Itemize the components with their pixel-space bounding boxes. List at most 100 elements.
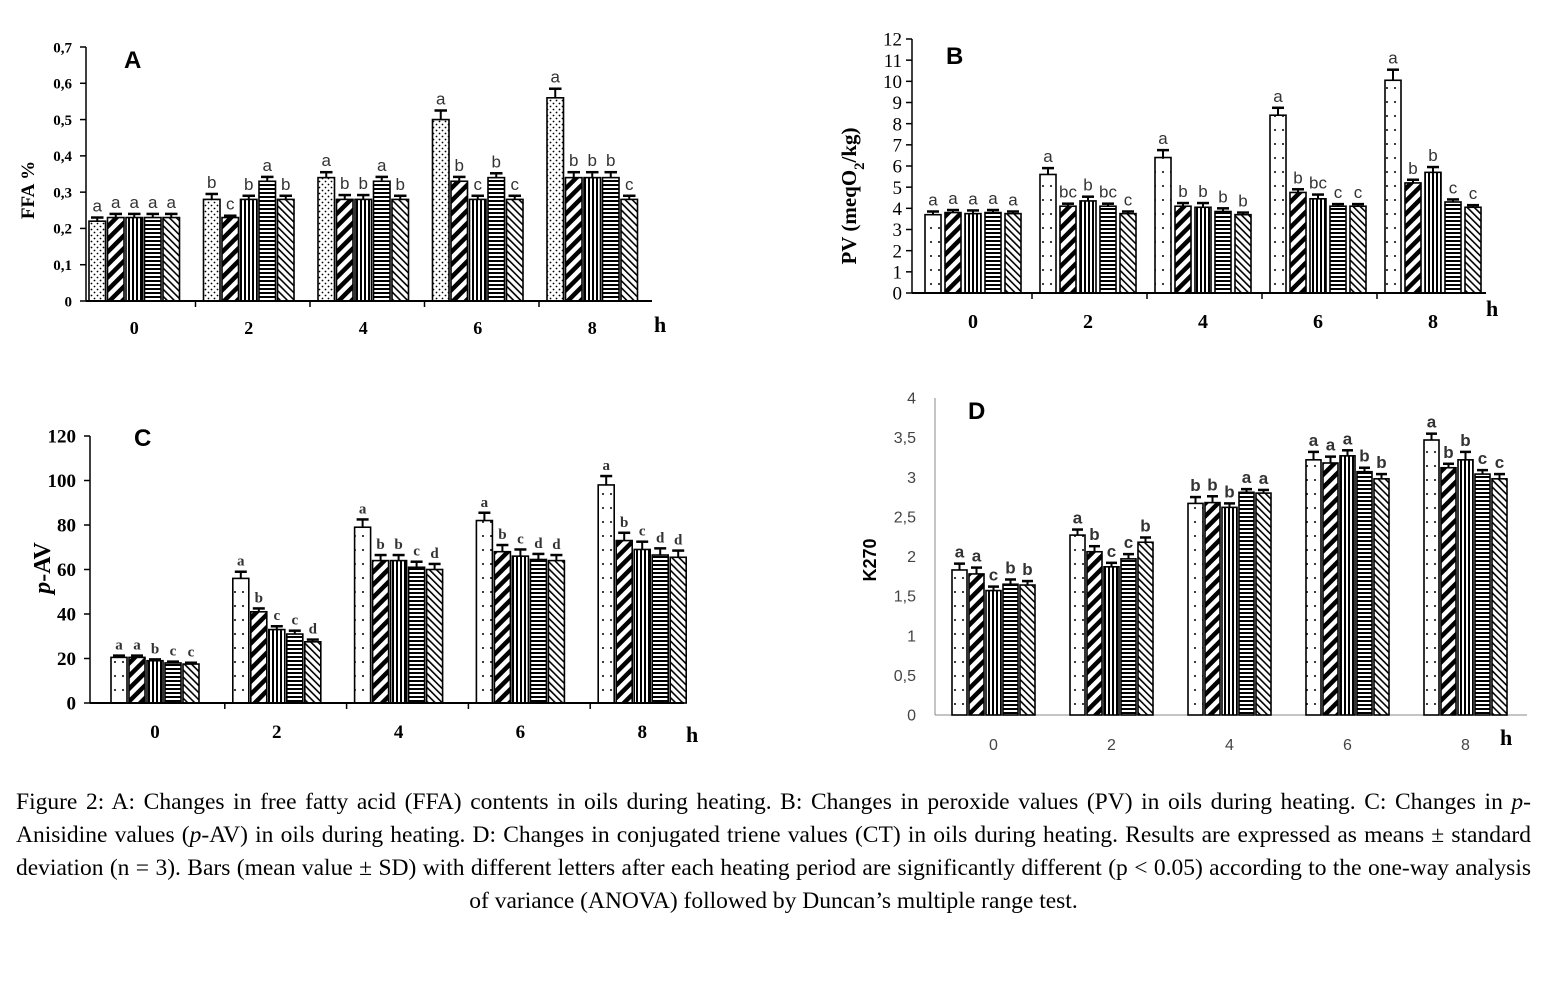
y-axis-title: FFA % xyxy=(18,161,39,219)
y-tick-label: 7 xyxy=(893,135,903,156)
bar xyxy=(564,176,583,302)
bar xyxy=(88,220,107,302)
significance-letter: b xyxy=(1190,476,1200,495)
bar xyxy=(110,656,128,704)
bar xyxy=(601,176,620,302)
bar xyxy=(1349,205,1367,294)
x-tick-label: 4 xyxy=(1198,311,1208,333)
significance-letter: c xyxy=(273,608,280,624)
bar xyxy=(335,198,354,302)
bar xyxy=(1187,502,1204,716)
significance-letter: a xyxy=(988,189,998,208)
significance-letter: b xyxy=(588,151,597,170)
significance-letter: a xyxy=(1158,129,1168,148)
bar xyxy=(984,211,1002,294)
significance-letter: b xyxy=(1460,431,1470,450)
y-tick-label: 8 xyxy=(893,114,903,135)
x-tick-label: 4 xyxy=(359,318,368,338)
bar xyxy=(1356,470,1373,716)
significance-letter: a xyxy=(1343,429,1353,448)
bar xyxy=(1238,491,1255,716)
y-tick-label: 2 xyxy=(907,549,916,566)
bar xyxy=(1004,212,1022,294)
y-tick-label: 5 xyxy=(893,178,903,199)
significance-letter: a xyxy=(1043,147,1053,166)
y-tick-label: 120 xyxy=(48,427,77,448)
y-tick-label: 12 xyxy=(883,30,902,51)
y-tick-label: 0,5 xyxy=(894,668,916,685)
bar xyxy=(1099,205,1117,294)
bar xyxy=(1120,558,1137,716)
y-tick-label: 2 xyxy=(893,241,903,262)
significance-letter: b xyxy=(1198,182,1207,201)
significance-letter: c xyxy=(1107,542,1116,561)
bar xyxy=(372,180,391,302)
x-tick-label: 8 xyxy=(637,722,647,743)
significance-letter: d xyxy=(656,530,665,546)
significance-letter: a xyxy=(111,193,121,212)
x-unit-label: h xyxy=(686,722,698,747)
significance-letter: bc xyxy=(1059,183,1077,202)
significance-letter: c xyxy=(1334,183,1343,202)
bar xyxy=(944,211,962,294)
significance-letter: c xyxy=(1354,183,1363,202)
y-tick-label: 40 xyxy=(57,605,76,626)
significance-letter: b xyxy=(1218,187,1227,206)
significance-letter: b xyxy=(455,156,464,175)
bar xyxy=(547,559,566,704)
bar xyxy=(143,216,162,302)
bar xyxy=(1204,501,1221,716)
bar xyxy=(1079,200,1097,294)
significance-letter: c xyxy=(1478,449,1487,468)
significance-letter: b xyxy=(1376,453,1386,472)
significance-letter: a xyxy=(237,554,245,570)
y-tick-label: 3 xyxy=(907,470,916,487)
x-tick-label: 0 xyxy=(968,311,978,333)
significance-letter: c xyxy=(413,544,420,560)
bar xyxy=(615,539,634,704)
caption-text-1: Figure 2: A: Changes in free fatty acid … xyxy=(16,789,1512,815)
significance-letter: c xyxy=(517,531,524,547)
figure-caption: Figure 2: A: Changes in free fatty acid … xyxy=(16,786,1531,918)
bar xyxy=(1194,206,1212,294)
x-tick-label: 2 xyxy=(1083,311,1093,333)
bar xyxy=(125,216,144,302)
significance-letter: c xyxy=(989,566,998,585)
significance-letter: a xyxy=(93,197,103,216)
significance-letter: b xyxy=(606,151,615,170)
significance-letter: b xyxy=(376,537,384,553)
bar xyxy=(487,176,506,302)
significance-letter: b xyxy=(244,175,253,194)
bar xyxy=(620,198,639,302)
significance-letter: c xyxy=(226,195,235,214)
bar xyxy=(1423,439,1440,716)
bar xyxy=(968,573,985,716)
x-tick-label: 6 xyxy=(1313,311,1323,333)
bar xyxy=(511,555,530,704)
y-axis-title: p-AV xyxy=(30,542,56,596)
x-tick-label: 6 xyxy=(1343,737,1352,754)
significance-letter: c xyxy=(625,175,634,194)
bar xyxy=(431,118,450,302)
y-tick-label: 3,5 xyxy=(894,430,916,447)
bar xyxy=(162,216,181,302)
significance-letter: c xyxy=(1449,178,1458,197)
significance-letter: a xyxy=(1273,87,1283,106)
significance-letter: b xyxy=(1140,516,1150,535)
y-tick-label: 1,5 xyxy=(894,589,916,606)
y-tick-label: 80 xyxy=(57,516,76,537)
bar xyxy=(1174,205,1192,294)
bar xyxy=(267,628,286,704)
x-tick-label: 6 xyxy=(473,318,482,338)
y-axis-title: K270 xyxy=(860,538,880,581)
significance-letter: b xyxy=(1083,176,1092,195)
significance-letter: a xyxy=(948,189,958,208)
significance-letter: b xyxy=(151,641,159,657)
significance-letter: a xyxy=(1073,509,1083,528)
significance-letter: b xyxy=(207,173,216,192)
significance-letter: c xyxy=(170,644,177,660)
bar xyxy=(1137,541,1154,716)
caption-italic-2: p xyxy=(189,822,202,848)
y-tick-label: 0,6 xyxy=(53,77,72,93)
significance-letter: a xyxy=(436,90,446,109)
